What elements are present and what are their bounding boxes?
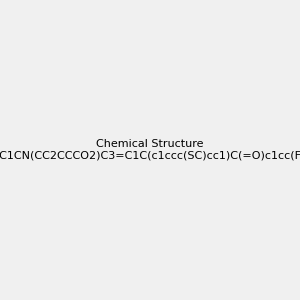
Text: Chemical Structure
O=C1CN(CC2CCCO2)C3=C1C(c1ccc(SC)cc1)C(=O)c1cc(F)cc: Chemical Structure O=C1CN(CC2CCCO2)C3=C1… <box>0 139 300 161</box>
